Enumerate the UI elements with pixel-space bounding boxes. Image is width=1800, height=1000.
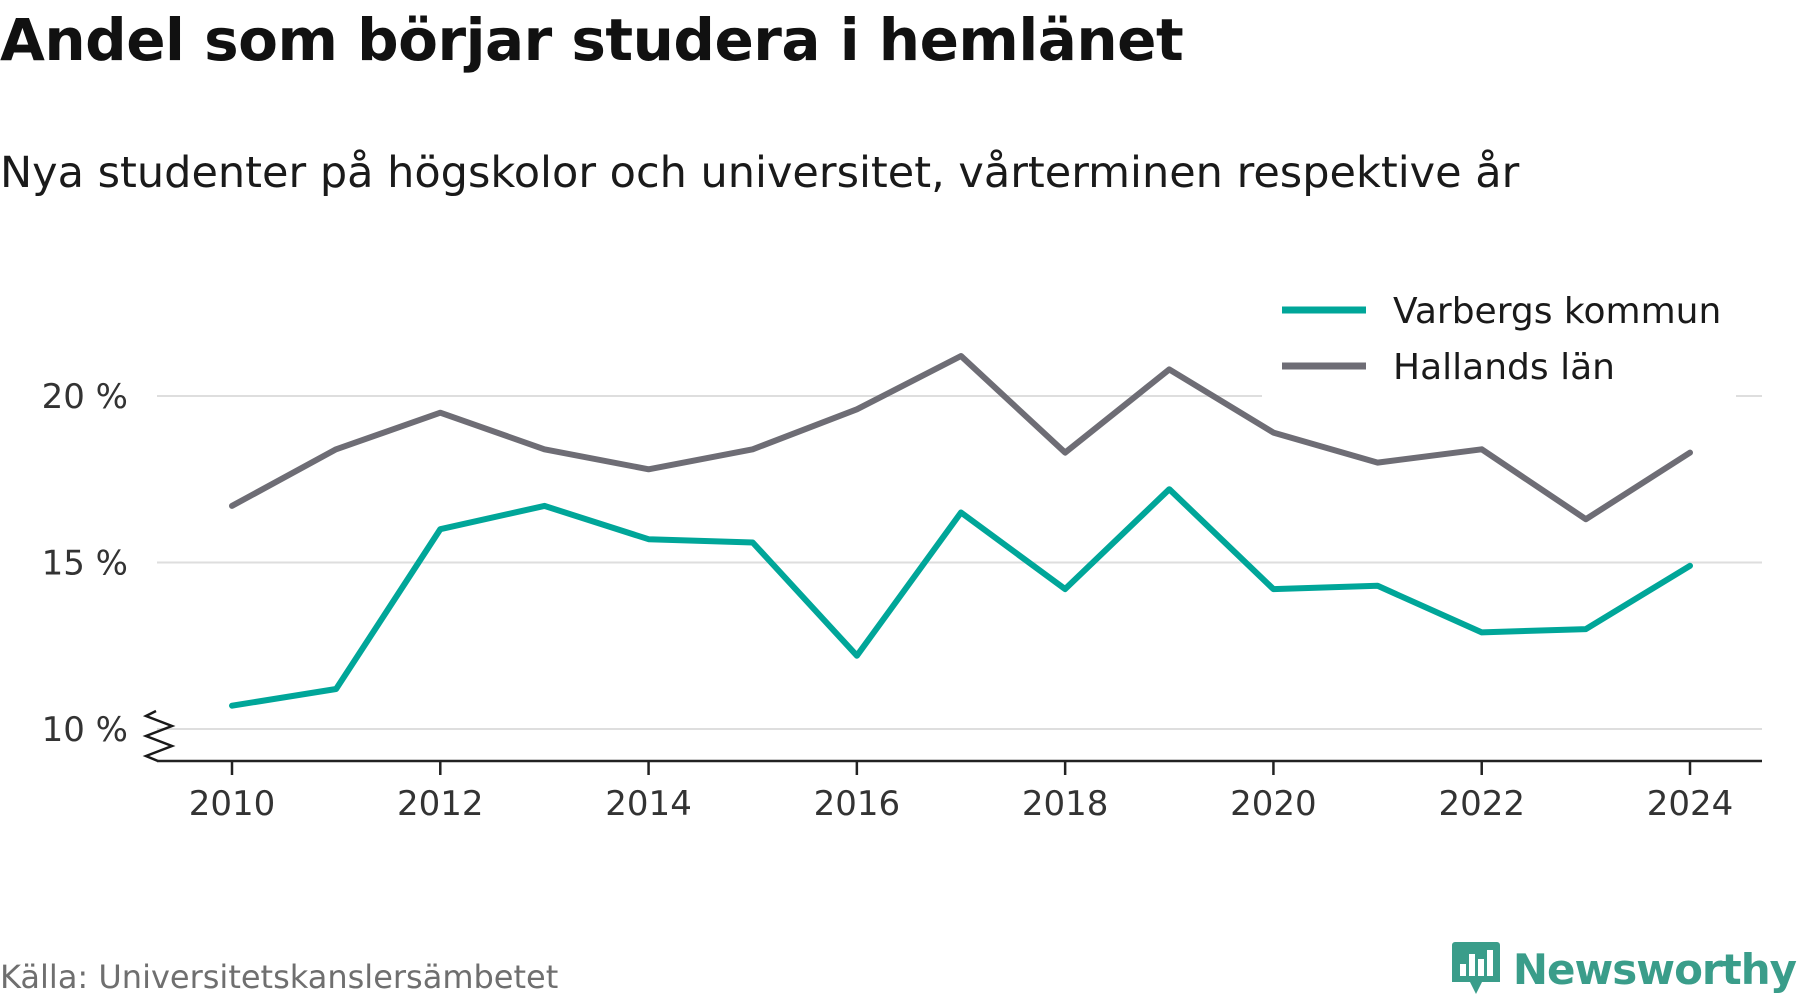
newsworthy-logo: Newsworthy bbox=[1451, 940, 1797, 998]
x-tick-label: 2020 bbox=[1230, 784, 1317, 824]
x-tick-label: 2018 bbox=[1022, 784, 1109, 824]
source-note: Källa: Universitetskanslersämbetet bbox=[0, 958, 559, 996]
series-line-varbergs-kommun bbox=[229, 486, 1693, 709]
legend: Varbergs kommun Hallands län bbox=[1262, 282, 1736, 400]
x-tick-label: 2022 bbox=[1438, 784, 1525, 824]
series-line-hallands-lan bbox=[229, 353, 1693, 523]
chart-subtitle: Nya studenter på högskolor och universit… bbox=[0, 148, 1520, 198]
x-tick-label: 2016 bbox=[814, 784, 901, 824]
y-tick-label: 15 % bbox=[42, 544, 128, 584]
x-tick-label: 2010 bbox=[189, 784, 276, 824]
legend-label: Hallands län bbox=[1393, 347, 1615, 388]
newsworthy-logo-icon bbox=[1451, 942, 1500, 994]
y-tick-label: 20 % bbox=[42, 377, 128, 417]
axis-break-marker bbox=[142, 709, 176, 763]
x-axis-labels: 2010 2012 2014 2016 2018 2020 2022 2024 bbox=[189, 784, 1734, 824]
brand-name: Newsworthy bbox=[1512, 944, 1797, 994]
legend-label: Varbergs kommun bbox=[1393, 291, 1721, 332]
x-tick-label: 2024 bbox=[1647, 784, 1734, 824]
x-tick-label: 2012 bbox=[397, 784, 484, 824]
x-axis bbox=[157, 759, 1762, 775]
legend-background bbox=[1262, 282, 1736, 400]
gridlines bbox=[142, 395, 1762, 763]
y-tick-label: 10 % bbox=[42, 710, 128, 750]
y-axis-labels: 10 % 15 % 20 % bbox=[42, 377, 128, 750]
series-lines bbox=[229, 353, 1693, 709]
x-tick-label: 2014 bbox=[605, 784, 692, 824]
chart-title: Andel som börjar studera i hemlänet bbox=[0, 6, 1184, 74]
line-chart: 10 % 15 % 20 % 2010 2012 2014 2016 2018 2020 202… bbox=[41, 282, 1762, 824]
